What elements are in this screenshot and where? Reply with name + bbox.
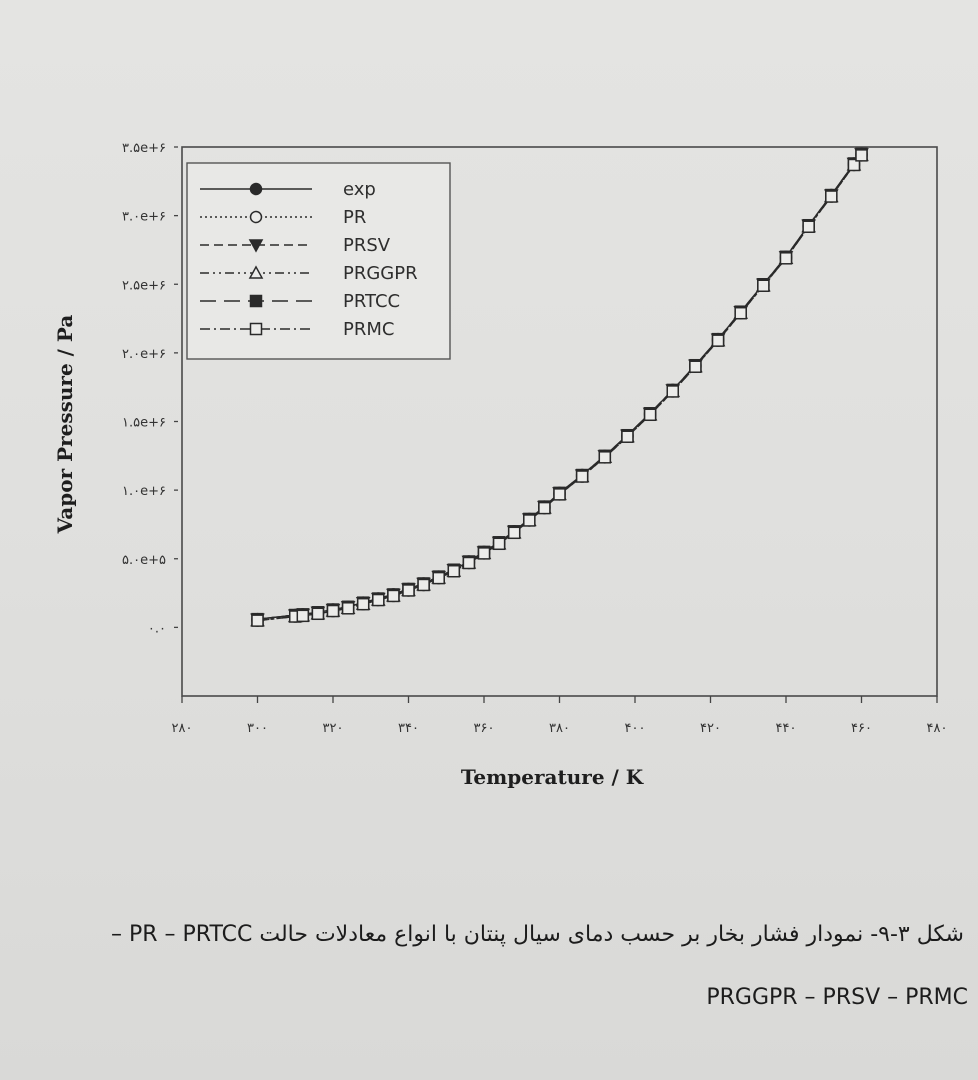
legend-box [186, 162, 451, 360]
data-point-prmc [802, 220, 815, 233]
series-line-prmc [257, 154, 863, 622]
x-tick-label: ۳۶۰ [474, 721, 495, 736]
data-point-prmc [372, 593, 385, 607]
legend-label-exp: exp [343, 179, 376, 200]
data-point-prmc [643, 408, 657, 422]
y-axis: ۰.۰ ۵.۰e+۵ ۱.۰e+۶ ۱.۵e+۶ ۲.۰e+۶ ۲.۵e+۶ ۳.۰e+۶ ۳… [122, 141, 178, 636]
y-tick-label: ۳.۰e+۶ [122, 210, 166, 225]
data-point-prmc [432, 571, 445, 585]
x-tick-label: ۳۰۰ [247, 721, 268, 736]
legend-marker-prtcc [249, 294, 263, 308]
data-point-prmc [356, 597, 370, 611]
x-tick-label: ۴۶۰ [851, 721, 872, 736]
legend-label-prmc: PRMC [343, 319, 394, 340]
series-prmc [251, 149, 868, 627]
legend-label-prsv: PRSV [343, 235, 391, 256]
x-tick-label: ۴۴۰ [776, 721, 797, 736]
data-point-prmc [477, 547, 491, 560]
data-point-prmc [447, 564, 461, 578]
data-point-prmc [341, 602, 355, 615]
y-tick-label: ۳.۵e+۶ [122, 141, 166, 156]
x-tick-label: ۴۸۰ [927, 721, 948, 736]
y-tick-label: ۱.۰e+۶ [122, 484, 166, 499]
legend-marker-exp [249, 182, 263, 196]
y-axis-title: Vapor Pressure / Pa [53, 315, 77, 535]
x-tick-label: ۳۴۰ [398, 721, 419, 736]
data-point-prmc [855, 149, 868, 162]
vapor-pressure-chart: ۲۸۰ ۳۰۰ ۳۲۰ ۳۴۰ ۳۶۰ ۳۸۰ ۴۰۰ ۴۲۰ ۴۴۰ ۴۶۰ ۴۸۰ ۰.۰ ۵.۰… [53, 141, 948, 789]
x-axis-title: Temperature / K [461, 765, 644, 789]
data-point-prmc [825, 190, 838, 203]
legend-marker-prsv [248, 239, 264, 253]
legend-marker-prggpr [248, 265, 264, 279]
data-point-prmc [847, 158, 861, 172]
data-point-prmc [462, 556, 476, 570]
legend-label-prggpr: PRGGPR [343, 263, 418, 284]
y-tick-label: ۲.۵e+۶ [122, 278, 166, 293]
data-point-prmc [711, 334, 725, 347]
data-point-prmc [402, 584, 415, 597]
data-point-prmc [507, 526, 521, 540]
data-point-prmc [492, 537, 506, 551]
data-point-prmc [311, 607, 325, 621]
legend-label-prtcc: PRTCC [343, 291, 400, 312]
y-tick-label: ۵.۰e+۵ [122, 553, 166, 568]
data-point-prmc [598, 451, 612, 464]
figure-caption-line-1: شکل ۳-۹- نمودار فشار بخار بر حسب دمای سی… [111, 922, 964, 947]
data-point-prmc [251, 614, 264, 627]
figure-caption-line-2: PRGGPR – PRSV – PRMC [706, 985, 968, 1010]
y-tick-label: ۰.۰ [148, 621, 166, 636]
data-point-prmc [621, 430, 634, 443]
data-point-prmc [296, 609, 310, 623]
data-point-prmc [387, 589, 400, 603]
data-point-prmc [757, 279, 770, 292]
y-tick-label: ۱.۵e+۶ [122, 416, 166, 431]
data-point-prmc [689, 360, 702, 373]
data-point-prmc [734, 306, 747, 320]
data-point-prmc [538, 501, 551, 515]
legend-label-pr: PR [343, 207, 366, 228]
x-tick-label: ۳۸۰ [549, 721, 570, 736]
legend: exp PR PRSV PRGGPR PRTCC PRMC [186, 162, 451, 360]
x-tick-label: ۴۲۰ [700, 721, 721, 736]
data-point-prmc [417, 578, 430, 592]
data-point-prmc [779, 252, 793, 265]
series-layer [250, 147, 869, 627]
data-point-prmc [326, 604, 340, 618]
legend-marker-prmc [249, 322, 263, 336]
data-point-prmc [666, 385, 679, 398]
data-point-prmc [575, 470, 589, 483]
y-tick-label: ۲.۰e+۶ [122, 347, 166, 362]
x-tick-label: ۳۲۰ [323, 721, 344, 736]
x-axis: ۲۸۰ ۳۰۰ ۳۲۰ ۳۴۰ ۳۶۰ ۳۸۰ ۴۰۰ ۴۲۰ ۴۴۰ ۴۶۰ ۴۸۰ [172, 696, 948, 736]
x-tick-label: ۲۸۰ [172, 721, 193, 736]
legend-marker-pr [249, 210, 263, 224]
data-point-prmc [553, 488, 566, 501]
data-point-prmc [523, 514, 536, 527]
series-line-prtcc [257, 153, 863, 620]
x-tick-label: ۴۰۰ [625, 721, 646, 736]
